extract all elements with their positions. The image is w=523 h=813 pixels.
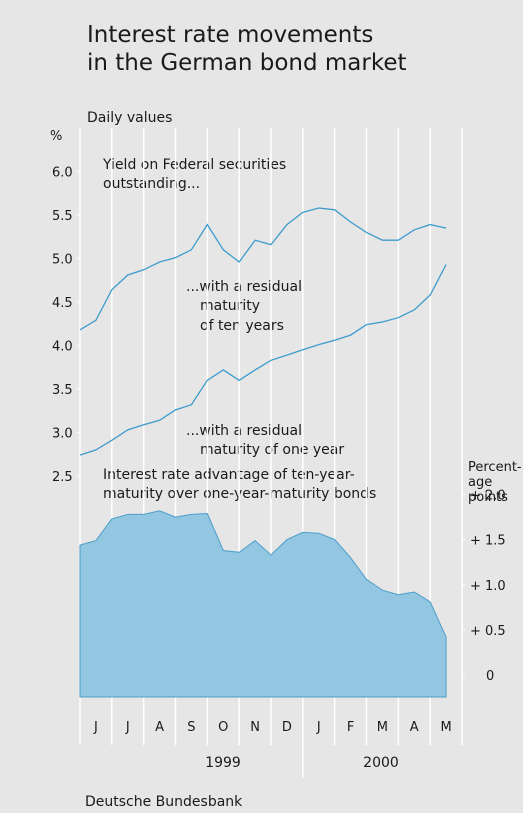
y2-tick-label: 0 bbox=[486, 669, 494, 684]
y-tick-label: 2.5 bbox=[52, 470, 73, 485]
y2-axis-label: points bbox=[468, 490, 508, 505]
x-tick-label: J bbox=[316, 720, 321, 735]
chart-subtitle: Daily values bbox=[87, 110, 172, 126]
source: Deutsche Bundesbank bbox=[85, 794, 243, 810]
y2-tick-label: + 2.0 bbox=[470, 489, 506, 504]
chart-title: in the German bond market bbox=[87, 50, 407, 76]
x-tick-label: O bbox=[218, 720, 228, 735]
y2-tick-label: + 0.5 bbox=[470, 624, 506, 639]
annotation: of ten years bbox=[200, 318, 284, 334]
annotation: Yield on Federal securities bbox=[102, 157, 286, 173]
x-tick-label: A bbox=[410, 720, 419, 735]
line bbox=[79, 264, 447, 456]
annotation: outstanding... bbox=[103, 176, 200, 192]
y-tick-label: 5.5 bbox=[52, 209, 73, 224]
x-tick-label: N bbox=[250, 720, 260, 735]
y-tick-label: 3.0 bbox=[52, 427, 73, 442]
annotation: maturity bbox=[200, 298, 260, 314]
y2-tick-label: + 1.0 bbox=[470, 579, 506, 594]
x-tick-label: M bbox=[440, 720, 451, 735]
y-tick-label: 6.0 bbox=[52, 166, 73, 181]
chart-title: Interest rate movements bbox=[87, 22, 373, 48]
x-tick-label: J bbox=[93, 720, 98, 735]
y-tick-label: 4.5 bbox=[52, 296, 73, 311]
line bbox=[79, 207, 447, 331]
x-tick-label: M bbox=[377, 720, 388, 735]
x-tick-label: D bbox=[282, 720, 292, 735]
year-label: 2000 bbox=[363, 755, 399, 771]
annotation: Interest rate advantage of ten-year- bbox=[103, 467, 355, 483]
x-tick-label: A bbox=[155, 720, 164, 735]
annotation: maturity of one year bbox=[200, 442, 344, 458]
x-tick-label: S bbox=[187, 720, 195, 735]
x-tick-label: F bbox=[347, 720, 354, 735]
y2-tick-label: + 1.5 bbox=[470, 534, 506, 549]
y2-axis-label: age bbox=[468, 475, 492, 490]
annotation: ...with a residual bbox=[186, 423, 302, 439]
area bbox=[79, 510, 447, 698]
y-tick-label: 3.5 bbox=[52, 383, 73, 398]
x-tick-label: J bbox=[125, 720, 130, 735]
y-axis-label: % bbox=[50, 129, 62, 144]
y2-axis-label: Percent- bbox=[468, 460, 522, 475]
y-tick-label: 4.0 bbox=[52, 340, 73, 355]
year-label: 1999 bbox=[205, 755, 241, 771]
y-tick-label: 5.0 bbox=[52, 253, 73, 268]
annotation: ...with a residual bbox=[186, 279, 302, 295]
